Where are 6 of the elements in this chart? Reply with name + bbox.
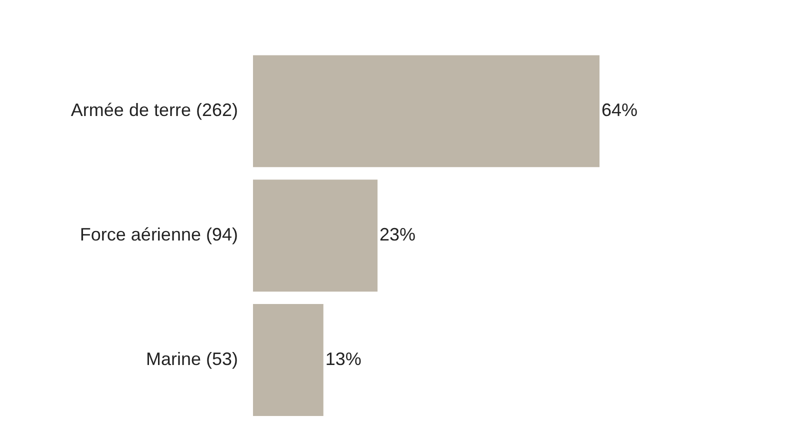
data-label: 23% (380, 224, 416, 245)
data-label: 13% (325, 348, 362, 369)
y-tick-label: Force aérienne (94) (80, 224, 238, 245)
y-tick-label: Marine (53) (146, 348, 238, 369)
y-tick-label: Armée de terre (262) (70, 100, 238, 120)
data-label: 64% (602, 100, 638, 120)
